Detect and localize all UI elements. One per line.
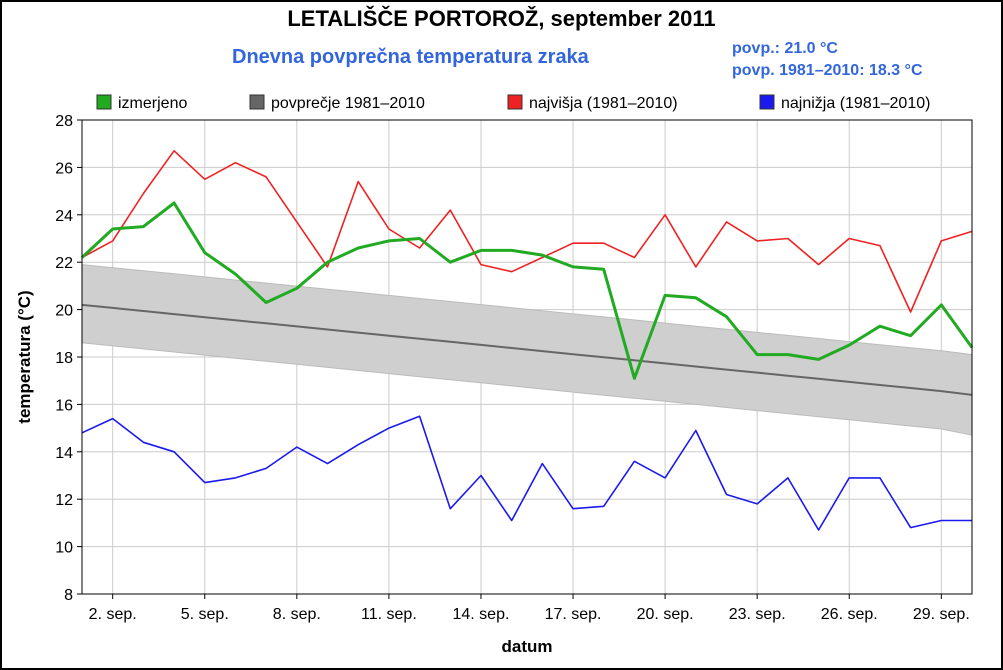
- x-tick-label: 11. sep.: [361, 606, 417, 623]
- y-tick-label: 16: [55, 397, 73, 414]
- x-tick-label: 23. sep.: [729, 606, 786, 623]
- y-tick-label: 14: [55, 445, 73, 462]
- stat-longterm-average: povp. 1981–2010: 18.3 °C: [732, 62, 923, 79]
- x-tick-label: 20. sep.: [637, 606, 694, 623]
- legend-item-min-swatch: [759, 94, 775, 110]
- chart-title: LETALIŠČE PORTOROŽ, september 2011: [287, 6, 716, 31]
- y-tick-label: 24: [55, 208, 73, 225]
- x-tick-label: 17. sep.: [545, 606, 602, 623]
- legend-item-max-label: najvišja (1981–2010): [529, 95, 678, 112]
- legend-item-average-label: povprečje 1981–2010: [271, 95, 425, 112]
- legend-item-average-swatch: [249, 94, 265, 110]
- y-tick-label: 18: [55, 350, 73, 367]
- y-tick-label: 10: [55, 540, 73, 557]
- y-tick-label: 12: [55, 492, 73, 509]
- x-tick-label: 2. sep.: [89, 606, 137, 623]
- x-axis-label: datum: [502, 637, 553, 656]
- series-line-average: [81, 303, 973, 396]
- stat-average: povp.: 21.0 °C: [732, 40, 838, 57]
- y-axis-label: temperatura (°C): [15, 290, 34, 423]
- legend-item-max-swatch: [507, 94, 523, 110]
- y-tick-label: 20: [55, 303, 73, 320]
- legend-item-measured-label: izmerjeno: [118, 95, 187, 112]
- y-tick-label: 28: [55, 113, 73, 130]
- chart-subtitle: Dnevna povprečna temperatura zraka: [232, 46, 589, 68]
- series-line-measured: [80, 201, 974, 380]
- plot-border: [81, 119, 973, 595]
- legend-item-min-label: najnižja (1981–2010): [781, 95, 930, 112]
- x-tick-label: 5. sep.: [181, 606, 229, 623]
- x-tick-label: 29. sep.: [913, 606, 970, 623]
- series-line-min: [81, 415, 972, 531]
- y-tick-label: 26: [55, 160, 73, 177]
- series-line-max: [81, 150, 973, 313]
- x-tick-label: 14. sep.: [452, 606, 509, 623]
- x-tick-label: 26. sep.: [821, 606, 878, 623]
- legend-item-measured-swatch: [96, 94, 112, 110]
- x-tick-label: 8. sep.: [273, 606, 321, 623]
- y-tick-label: 8: [64, 587, 73, 604]
- y-tick-label: 22: [55, 255, 73, 272]
